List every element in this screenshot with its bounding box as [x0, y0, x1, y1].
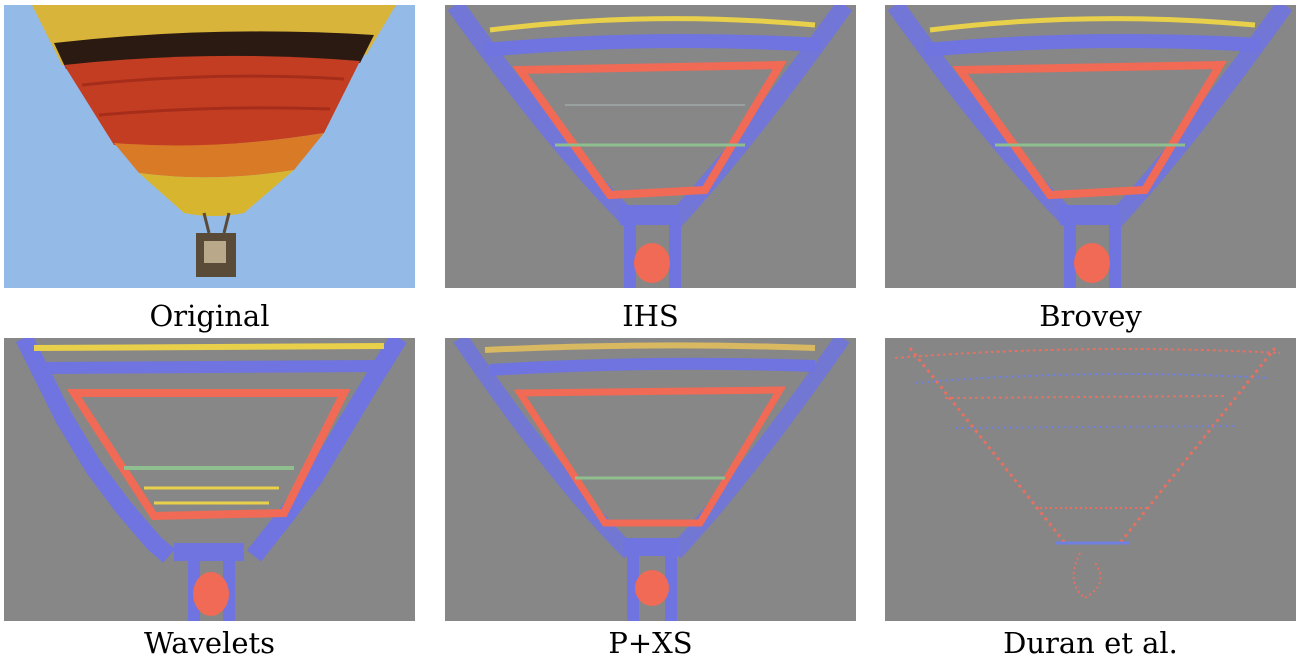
panel-caption: Duran et al. — [1003, 626, 1178, 660]
panel-caption: Brovey — [1039, 299, 1142, 333]
panel-brovey: Brovey — [885, 5, 1296, 333]
panel-duran: Duran et al. — [885, 338, 1296, 660]
panel-caption: Original — [149, 299, 270, 333]
panel-pxs: P+XS — [445, 338, 856, 660]
panel-wavelets: Wavelets — [4, 338, 415, 660]
pxs-residual-image — [445, 338, 856, 621]
duran-residual-image — [885, 338, 1296, 621]
brovey-residual-image — [885, 5, 1296, 288]
panel-caption: P+XS — [608, 626, 693, 660]
ihs-residual-image — [445, 5, 856, 288]
wavelets-residual-image — [4, 338, 415, 621]
panel-caption: IHS — [622, 299, 679, 333]
panel-original: Original — [4, 5, 415, 333]
original-image — [4, 5, 415, 288]
panel-ihs: IHS — [445, 5, 856, 333]
panel-caption: Wavelets — [143, 626, 276, 660]
